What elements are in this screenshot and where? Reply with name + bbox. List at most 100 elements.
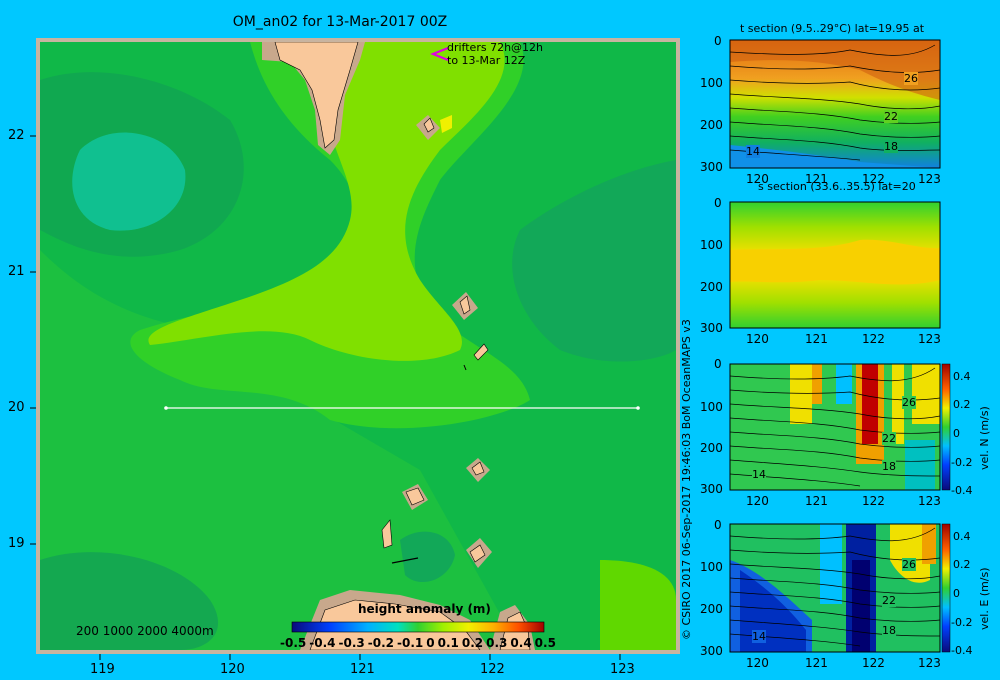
lat-tick-label: 20 [8,400,25,415]
ve-colorbar-label: vel. E (m/s) [978,567,991,630]
t-section-title: t section (9.5..29°C) lat=19.95 at [740,22,925,35]
lon-tick: 123 [918,332,941,346]
anomaly-patch [440,115,452,133]
vn-positive-core [912,364,940,424]
vn-section-frame [729,363,941,491]
contour-label: 18 [882,460,896,473]
island [423,117,435,133]
island [391,557,419,564]
colorbar-tick: 0.1 [437,636,459,650]
lon-tick: 122 [862,494,885,508]
cb-tick: -0.2 [951,456,973,469]
lon-tick: 120 [746,172,769,186]
vn-colorbar [941,363,951,491]
depth-tick: 100 [700,76,723,90]
lat-ticks [30,135,36,545]
cb-tick: 0.4 [953,530,971,543]
s-salinity-max [730,239,940,285]
height-colorbar [291,621,545,633]
island [459,295,471,315]
lon-tick: 123 [918,656,941,670]
drifter-note-line2: to 13-Mar 12Z [447,54,526,67]
anomaly-zone [600,560,676,650]
island [469,544,486,563]
lon-tick: 121 [805,332,828,346]
vn-negative-core [905,440,935,490]
depth-tick: 0 [714,357,722,371]
ve-positive-core [922,524,936,564]
colorbar-ticks: -0.5 -0.4 -0.3 -0.2 -0.1 0 0.1 0.2 0.3 0… [280,636,556,650]
anomaly-zone [72,132,186,231]
depth-tick: 100 [700,560,723,574]
depth-tick: 200 [700,280,723,294]
depth-tick: 100 [700,238,723,252]
depth-tick: 0 [714,34,722,48]
anomaly-zone [400,531,455,583]
ve-positive-core [890,524,930,583]
anomaly-zone [148,42,505,361]
land-taiwan [274,42,359,149]
cb-tick: -0.4 [951,644,973,657]
cb-tick: 0 [953,427,960,440]
bathy-legend: 200 1000 2000 4000m [76,624,214,638]
cb-tick: 0.2 [953,558,971,571]
colorbar-tick: 0.2 [461,636,484,650]
colorbar-tick: 0.3 [486,636,508,650]
contour-label: 26 [902,558,916,571]
island [381,519,393,549]
contour-label: 26 [902,396,916,409]
lon-tick: 123 [918,172,941,186]
colorbar-tick: -0.2 [367,636,394,650]
contour-label: 14 [746,145,760,158]
drifter-marker-icon [430,46,449,62]
lon-tick-label: 123 [610,662,635,677]
vn-positive-core [892,364,904,444]
cb-tick: 0 [953,587,960,600]
cb-tick: -0.4 [951,484,973,497]
lon-tick: 120 [746,332,769,346]
lon-tick: 121 [805,494,828,508]
lon-tick: 122 [862,656,885,670]
island [463,364,467,371]
depth-tick: 300 [700,321,723,335]
depth-tick: 100 [700,400,723,414]
lon-tick: 120 [746,494,769,508]
vn-colorbar-label: vel. N (m/s) [978,406,991,470]
island [473,343,489,361]
depth-tick: 0 [714,518,722,532]
lon-tick: 121 [805,172,828,186]
colorbar-tick: 0.4 [510,636,532,650]
vn-positive-core [812,364,822,404]
contour-label: 18 [884,140,898,153]
t-cold-layer [730,145,940,168]
depth-tick: 300 [700,160,723,174]
ve-negative-core [852,560,870,652]
lon-tick: 121 [805,656,828,670]
anomaly-zone [512,160,676,362]
map-title: OM_an02 for 13-Mar-2017 00Z [232,14,448,30]
depth-tick: 0 [714,196,722,210]
contour-label: 14 [752,468,766,481]
depth-tick: 300 [700,644,723,658]
depth-tick: 200 [700,441,723,455]
colorbar-tick: -0.1 [397,636,424,650]
lon-tick-label: 119 [90,662,115,677]
contour-label: 26 [904,72,918,85]
t-section-frame [729,39,941,169]
lon-tick-label: 120 [220,662,245,677]
vn-contours [729,367,941,487]
section-line-endpoint [164,406,168,410]
lon-ticks [99,654,621,660]
colorbar-tick: 0 [426,636,435,650]
colorbar-tick: -0.4 [309,636,336,650]
cb-tick: 0.2 [953,398,971,411]
s-section-title: s section (33.6..35.5) lat=20 [758,180,916,193]
contour-label: 22 [884,110,898,123]
drifter-note-line1: drifters 72h@12h [447,41,544,54]
lon-tick: 123 [918,494,941,508]
s-section-frame [729,201,941,329]
lon-tick-label: 121 [350,662,375,677]
colorbar-title: height anomaly (m) [358,602,491,616]
lon-tick: 122 [862,332,885,346]
